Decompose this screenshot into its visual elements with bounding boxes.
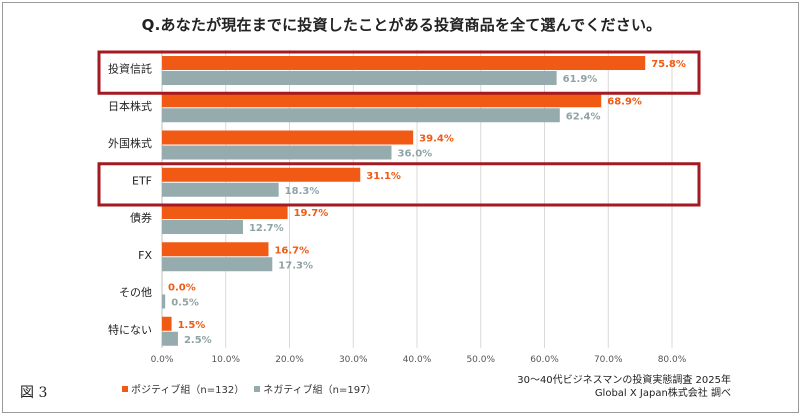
- bar-negative: [162, 294, 166, 309]
- data-label-positive: 31.1%: [366, 171, 401, 182]
- data-label-positive: 68.9%: [607, 96, 642, 107]
- category-label: 投資信託: [108, 62, 152, 76]
- legend-swatch-positive: [122, 385, 128, 392]
- x-tick-label: 20.0%: [275, 355, 304, 365]
- data-label-positive: 16.7%: [274, 245, 309, 256]
- legend-item-negative: ネガティブ組（n=197）: [254, 381, 376, 396]
- legend-swatch-negative: [254, 385, 261, 392]
- bar-negative: [162, 145, 392, 160]
- category-label: ETF: [132, 174, 152, 187]
- category-label: その他: [119, 286, 152, 299]
- bar-positive: [162, 93, 602, 108]
- bar-negative: [162, 71, 557, 85]
- category-label: FX: [138, 249, 152, 262]
- x-tick-label: 0.0%: [151, 355, 174, 365]
- data-label-negative: 17.3%: [278, 260, 313, 271]
- data-label-negative: 2.5%: [184, 335, 212, 346]
- bar-positive: [162, 130, 414, 145]
- category-label: 特にない: [108, 322, 152, 336]
- chart-title: Q.あなたが現在までに投資したことがある投資商品を全て選んでください。: [141, 16, 662, 34]
- data-label-positive: 1.5%: [178, 320, 206, 331]
- x-tick-label: 70.0%: [594, 355, 623, 365]
- category-label: 日本株式: [108, 99, 152, 113]
- bar-positive: [162, 242, 269, 257]
- legend-label-positive: ポジティブ組（n=132）: [131, 385, 245, 396]
- category-label: 外国株式: [108, 136, 152, 150]
- legend-item-positive: ポジティブ組（n=132）: [122, 381, 244, 396]
- bar-negative: [162, 108, 560, 123]
- source-note: 30～40代ビジネスマンの投資実態調査 2025年 Global X Japan…: [517, 374, 731, 400]
- data-label-negative: 12.7%: [249, 223, 284, 234]
- x-tick-label: 10.0%: [211, 355, 240, 365]
- bar-negative: [162, 182, 279, 197]
- bar-negative: [162, 220, 243, 234]
- data-label-negative: 0.5%: [171, 298, 199, 309]
- source-line-1: 30～40代ビジネスマンの投資実態調査 2025年: [517, 375, 731, 386]
- x-tick-label: 50.0%: [466, 355, 495, 365]
- x-tick-label: 40.0%: [403, 355, 432, 365]
- bar-positive: [162, 56, 646, 70]
- data-label-negative: 61.9%: [563, 74, 598, 85]
- highlight-box: [97, 162, 701, 207]
- legend-label-negative: ネガティブ組（n=197）: [263, 385, 377, 396]
- data-label-negative: 62.4%: [566, 111, 601, 122]
- bar-positive: [162, 205, 288, 219]
- bar-negative: [162, 257, 273, 272]
- figure-frame: [2, 2, 799, 413]
- data-label-positive: 39.4%: [419, 134, 454, 145]
- x-tick-label: 60.0%: [530, 355, 559, 365]
- data-label-negative: 36.0%: [398, 149, 433, 160]
- x-tick-label: 30.0%: [339, 355, 368, 365]
- figure-label: 図 3: [20, 385, 48, 401]
- bar-positive: [162, 316, 172, 331]
- category-label: 債券: [130, 211, 152, 225]
- source-line-2: Global X Japan株式会社 調べ: [594, 388, 731, 399]
- highlight-box: [97, 50, 701, 95]
- data-label-negative: 18.3%: [285, 186, 320, 197]
- legend: ポジティブ組（n=132） ネガティブ組（n=197）: [122, 381, 386, 396]
- bar-negative: [162, 331, 178, 346]
- data-label-positive: 19.7%: [294, 208, 329, 219]
- bar-positive: [162, 167, 361, 182]
- data-label-positive: 75.8%: [651, 59, 686, 70]
- x-tick-label: 80.0%: [658, 355, 687, 365]
- data-label-positive: 0.0%: [168, 283, 196, 294]
